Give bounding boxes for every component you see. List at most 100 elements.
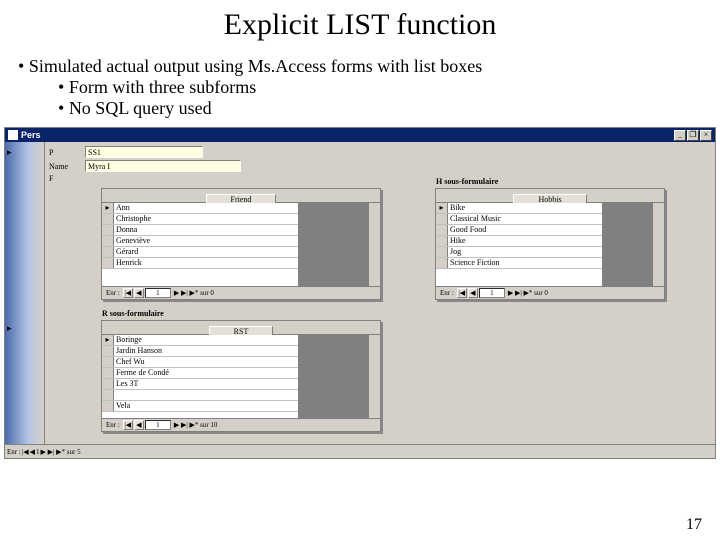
field-p: P xyxy=(49,146,203,158)
subform-rows: ▸AnnChristopheDonnaGenevièveGérardHenric… xyxy=(102,203,298,286)
cell: Good Food xyxy=(448,225,602,235)
nav-prev-icon[interactable]: ◀ xyxy=(134,420,144,430)
row-selector[interactable] xyxy=(102,225,114,235)
list-item[interactable]: Jog xyxy=(436,247,602,258)
list-item[interactable]: ▸Bike xyxy=(436,203,602,214)
row-selector[interactable] xyxy=(102,390,114,400)
row-selector[interactable] xyxy=(102,357,114,367)
row-selector[interactable] xyxy=(102,346,114,356)
nav-first-icon[interactable]: |◀ xyxy=(123,288,133,298)
nav-label: Enr : xyxy=(7,448,21,456)
cell: Science Fiction xyxy=(448,258,602,268)
bullet-3: No SQL query used xyxy=(58,98,720,119)
list-item[interactable]: Vela xyxy=(102,401,298,412)
row-selector[interactable] xyxy=(436,225,448,235)
record-marker-icon: ▸ xyxy=(7,148,15,156)
nav-record-input[interactable]: 1 xyxy=(36,448,40,456)
nav-first-icon[interactable]: |◀ xyxy=(123,420,133,430)
vertical-scrollbar[interactable] xyxy=(652,203,664,286)
record-nav[interactable]: Enr : |◀ ◀ 1 ▶ ▶| ▶* sur 0 xyxy=(102,286,380,299)
nav-tail: ▶ ▶| ▶* sur 0 xyxy=(506,289,550,297)
form-body: P Name F Friend ▸AnnChristopheDonnaGenev… xyxy=(45,142,715,446)
list-item[interactable]: Hike xyxy=(436,236,602,247)
record-selector-gutter[interactable]: ▸ ▸ xyxy=(5,142,45,446)
subform-rows: ▸BoringeJardin HansonChef WuFerme de Con… xyxy=(102,335,298,418)
subform-rows: ▸BikeClassical MusicGood FoodHikeJogScie… xyxy=(436,203,602,286)
field-name: Name xyxy=(49,160,241,172)
subform-friend[interactable]: Friend ▸AnnChristopheDonnaGenevièveGérar… xyxy=(101,188,381,300)
row-selector[interactable] xyxy=(436,236,448,246)
field-label: F xyxy=(49,174,85,183)
window-buttons: _ ❐ × xyxy=(674,130,712,141)
list-item[interactable]: Henrick xyxy=(102,258,298,269)
subform-title: R sous-formulaire xyxy=(102,309,164,318)
row-selector[interactable] xyxy=(436,247,448,257)
row-selector[interactable]: ▸ xyxy=(102,335,114,345)
nav-record-input[interactable]: 1 xyxy=(145,420,171,430)
cell: Ferme de Condé xyxy=(114,368,298,378)
row-selector[interactable] xyxy=(102,236,114,246)
row-selector[interactable] xyxy=(436,214,448,224)
nav-record-input[interactable]: 1 xyxy=(479,288,505,298)
nav-first-icon[interactable]: |◀ xyxy=(22,448,29,456)
list-item[interactable]: Geneviève xyxy=(102,236,298,247)
field-label: P xyxy=(49,148,85,157)
list-item[interactable]: Science Fiction xyxy=(436,258,602,269)
vertical-scrollbar[interactable] xyxy=(368,203,380,286)
form-titlebar[interactable]: Pers _ ❐ × xyxy=(5,128,715,142)
nav-prev-icon[interactable]: ◀ xyxy=(30,448,35,456)
row-selector[interactable] xyxy=(102,379,114,389)
subform-header: RST xyxy=(102,321,380,335)
list-item[interactable] xyxy=(102,390,298,401)
vertical-scrollbar[interactable] xyxy=(368,335,380,418)
row-selector[interactable] xyxy=(102,214,114,224)
list-item[interactable]: Christophe xyxy=(102,214,298,225)
list-item[interactable]: Classical Music xyxy=(436,214,602,225)
subform-hobby[interactable]: H sous-formulaire Hobbis ▸BikeClassical … xyxy=(435,188,665,300)
form-title: Pers xyxy=(21,130,674,140)
nav-first-icon[interactable]: |◀ xyxy=(457,288,467,298)
field-p-input[interactable] xyxy=(85,146,203,158)
list-item[interactable]: Donna xyxy=(102,225,298,236)
form-record-nav[interactable]: Enr : |◀ ◀ 1 ▶ ▶| ▶* sur 5 xyxy=(5,444,715,458)
list-item[interactable]: Les 3T xyxy=(102,379,298,390)
minimize-button[interactable]: _ xyxy=(674,130,686,141)
record-nav[interactable]: Enr : |◀ ◀ 1 ▶ ▶| ▶* sur 0 xyxy=(436,286,664,299)
row-selector[interactable]: ▸ xyxy=(102,203,114,213)
nav-label: Enr : xyxy=(104,289,122,297)
nav-tail: ▶ ▶| ▶* sur 10 xyxy=(172,421,220,429)
subform-header: Friend xyxy=(102,189,380,203)
list-item[interactable]: Jardin Hanson xyxy=(102,346,298,357)
cell: Henrick xyxy=(114,258,298,268)
row-selector[interactable] xyxy=(436,258,448,268)
nav-record-input[interactable]: 1 xyxy=(145,288,171,298)
list-item[interactable]: ▸Ann xyxy=(102,203,298,214)
nav-prev-icon[interactable]: ◀ xyxy=(134,288,144,298)
subform-header: Hobbis xyxy=(436,189,664,203)
nav-tail: ▶ ▶| ▶* sur 5 xyxy=(41,448,81,456)
subform-resto[interactable]: R sous-formulaire RST ▸BoringeJardin Han… xyxy=(101,320,381,432)
restore-button[interactable]: ❐ xyxy=(687,130,699,141)
list-item[interactable]: Chef Wu xyxy=(102,357,298,368)
subform-title: H sous-formulaire xyxy=(436,177,498,186)
close-button[interactable]: × xyxy=(700,130,712,141)
cell: Jog xyxy=(448,247,602,257)
list-item[interactable]: Ferme de Condé xyxy=(102,368,298,379)
nav-tail: ▶ ▶| ▶* sur 0 xyxy=(172,289,216,297)
cell: Les 3T xyxy=(114,379,298,389)
cell: Geneviève xyxy=(114,236,298,246)
row-selector[interactable] xyxy=(102,247,114,257)
bullet-list: Simulated actual output using Ms.Access … xyxy=(18,56,720,119)
list-item[interactable]: Good Food xyxy=(436,225,602,236)
row-selector[interactable] xyxy=(102,368,114,378)
cell: Gérard xyxy=(114,247,298,257)
row-selector[interactable]: ▸ xyxy=(436,203,448,213)
cell: Vela xyxy=(114,401,298,411)
row-selector[interactable] xyxy=(102,258,114,268)
list-item[interactable]: Gérard xyxy=(102,247,298,258)
nav-prev-icon[interactable]: ◀ xyxy=(468,288,478,298)
row-selector[interactable] xyxy=(102,401,114,411)
record-nav[interactable]: Enr : |◀ ◀ 1 ▶ ▶| ▶* sur 10 xyxy=(102,418,380,431)
field-name-input[interactable] xyxy=(85,160,241,172)
list-item[interactable]: ▸Boringe xyxy=(102,335,298,346)
